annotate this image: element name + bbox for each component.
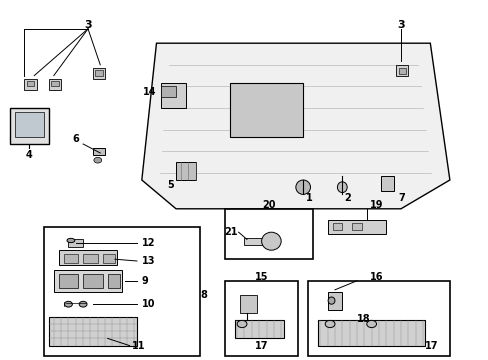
Text: 9: 9 (142, 276, 148, 286)
Ellipse shape (94, 157, 102, 163)
Bar (15, 112, 44, 137)
Ellipse shape (295, 180, 310, 194)
Bar (381, 176, 393, 191)
Bar (54, 270, 122, 292)
Text: 17: 17 (425, 341, 438, 351)
Bar (49, 79, 61, 90)
Bar (83, 274, 102, 288)
Bar (244, 238, 264, 245)
Text: 13: 13 (142, 256, 155, 266)
Text: 1: 1 (305, 193, 312, 203)
Bar (398, 68, 405, 74)
Bar (239, 295, 256, 313)
Text: 10: 10 (142, 299, 155, 309)
Bar (49, 317, 137, 346)
Text: 2: 2 (344, 193, 351, 203)
Bar (83, 254, 98, 263)
Bar (107, 274, 120, 288)
Bar (68, 239, 83, 247)
Ellipse shape (261, 232, 281, 250)
Text: 14: 14 (142, 87, 156, 97)
Text: 3: 3 (396, 20, 404, 30)
Bar (229, 83, 303, 137)
Text: 11: 11 (132, 341, 145, 351)
Text: 7: 7 (398, 193, 405, 203)
Ellipse shape (327, 297, 334, 304)
Bar (307, 281, 449, 356)
Text: 15: 15 (254, 272, 268, 282)
Text: 21: 21 (224, 227, 238, 237)
Ellipse shape (79, 301, 87, 307)
Bar (234, 320, 283, 338)
Bar (224, 209, 312, 259)
Bar (93, 68, 105, 79)
Bar (59, 250, 117, 265)
Text: 4: 4 (26, 150, 33, 160)
Bar (102, 254, 115, 263)
Text: 17: 17 (254, 341, 268, 351)
Bar (176, 162, 195, 180)
Bar (317, 320, 425, 346)
Bar (351, 223, 361, 230)
Bar (95, 70, 102, 76)
Text: 8: 8 (200, 290, 207, 300)
Bar (27, 81, 34, 86)
Ellipse shape (337, 182, 346, 193)
Text: 12: 12 (142, 238, 155, 248)
Text: 20: 20 (262, 200, 275, 210)
Ellipse shape (325, 320, 334, 328)
Ellipse shape (366, 320, 376, 328)
Ellipse shape (64, 301, 72, 307)
Bar (327, 220, 386, 234)
Text: 3: 3 (84, 20, 92, 30)
Bar (93, 148, 105, 155)
Bar (327, 292, 342, 310)
Text: 6: 6 (72, 134, 79, 144)
Text: 18: 18 (356, 314, 370, 324)
Ellipse shape (67, 238, 75, 243)
Bar (44, 227, 200, 356)
Text: 16: 16 (369, 272, 383, 282)
Text: 19: 19 (369, 200, 383, 210)
Bar (59, 274, 78, 288)
Bar (63, 254, 78, 263)
Bar (10, 108, 49, 144)
Text: 5: 5 (166, 180, 173, 190)
Bar (51, 81, 59, 86)
Bar (161, 86, 176, 97)
Polygon shape (142, 43, 449, 209)
Bar (332, 223, 342, 230)
Bar (24, 79, 37, 90)
Bar (161, 83, 185, 108)
Ellipse shape (237, 320, 246, 328)
Bar (224, 281, 298, 356)
Bar (395, 65, 407, 76)
